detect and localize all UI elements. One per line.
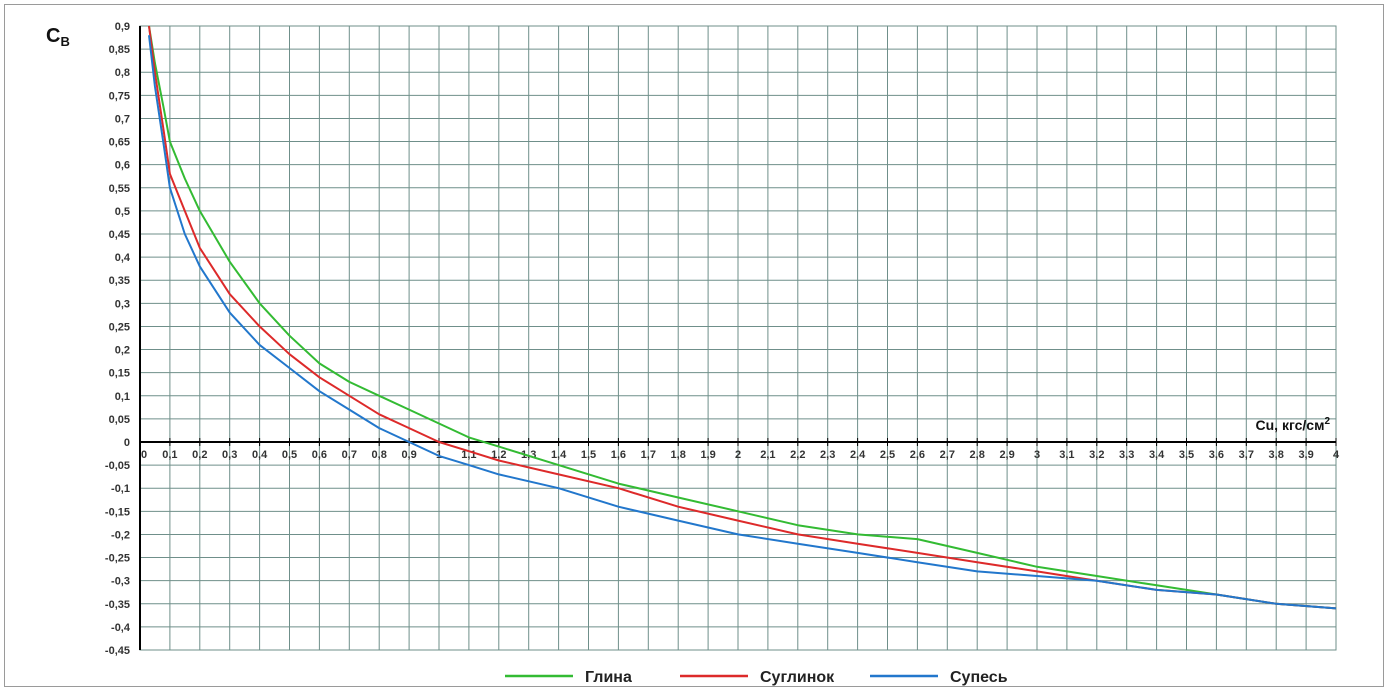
x-tick-label: 1,9 bbox=[700, 449, 715, 461]
x-tick-label: 2,3 bbox=[820, 449, 835, 461]
x-tick-label: 3,8 bbox=[1269, 449, 1284, 461]
y-tick-label: 0,75 bbox=[109, 90, 130, 102]
y-tick-label: 0,15 bbox=[109, 368, 130, 380]
y-tick-label: 0,9 bbox=[115, 21, 130, 33]
x-axis-label: Cu, кгс/см2 bbox=[1256, 416, 1331, 433]
x-tick-label: 1,8 bbox=[671, 449, 686, 461]
x-tick-label: 0,5 bbox=[282, 449, 297, 461]
y-axis-label-subscript: B bbox=[60, 34, 69, 49]
series-line bbox=[148, 25, 1337, 610]
legend-label: Глина bbox=[585, 669, 632, 686]
y-tick-label: 0,25 bbox=[109, 321, 130, 333]
y-tick-label: 0,85 bbox=[109, 44, 130, 56]
y-tick-label: -0,45 bbox=[105, 645, 130, 657]
x-tick-label: 3,4 bbox=[1149, 449, 1165, 461]
y-tick-label: 0,35 bbox=[109, 275, 130, 287]
y-tick-label: 0,1 bbox=[115, 391, 130, 403]
y-tick-label: 0,6 bbox=[115, 160, 130, 172]
x-tick-label: 1,4 bbox=[551, 449, 567, 461]
y-tick-labels: 0,9 0,85 0,8 0,75 0,7 0,65 0,6 0,55 0,5 0,45 0,4 0,… bbox=[105, 21, 131, 657]
x-tick-label: 3,2 bbox=[1089, 449, 1104, 461]
y-tick-label: 0,4 bbox=[115, 252, 131, 264]
y-tick-label: -0,35 bbox=[105, 599, 130, 611]
y-tick-label: -0,05 bbox=[105, 460, 130, 472]
x-tick-label: 0,8 bbox=[372, 449, 387, 461]
legend-label: Супесь bbox=[950, 669, 1008, 686]
x-tick-label: 0 bbox=[141, 449, 147, 461]
x-tick-label: 0,9 bbox=[401, 449, 416, 461]
x-tick-label: 3 bbox=[1034, 449, 1040, 461]
x-tick-label: 1,6 bbox=[611, 449, 626, 461]
x-tick-label: 0,4 bbox=[252, 449, 268, 461]
y-tick-label: -0,1 bbox=[111, 483, 130, 495]
x-tick-label: 0,2 bbox=[192, 449, 207, 461]
legend: Глина Суглинок Супесь bbox=[505, 669, 1008, 686]
y-axis-label-main: C bbox=[46, 25, 60, 47]
y-tick-label: 0,7 bbox=[115, 113, 130, 125]
x-tick-label: 0,6 bbox=[312, 449, 327, 461]
x-axis-label-superscript: 2 bbox=[1324, 416, 1330, 427]
y-tick-label: 0,8 bbox=[115, 67, 130, 79]
y-tick-label: 0,45 bbox=[109, 229, 130, 241]
x-tick-label: 2,6 bbox=[910, 449, 925, 461]
y-tick-label: -0,15 bbox=[105, 506, 130, 518]
x-axis-label-main: Cu, кгс/см bbox=[1256, 417, 1325, 433]
x-tick-label: 3,1 bbox=[1059, 449, 1074, 461]
x-tick-label: 2,1 bbox=[760, 449, 775, 461]
x-tick-label: 3,5 bbox=[1179, 449, 1194, 461]
x-tick-label: 2,4 bbox=[850, 449, 866, 461]
y-axis-label: CB bbox=[46, 25, 70, 49]
y-tick-label: -0,4 bbox=[111, 622, 131, 634]
chart-frame bbox=[4, 4, 1384, 687]
x-tick-label: 2,2 bbox=[790, 449, 805, 461]
series-line bbox=[148, 35, 1337, 610]
x-tick-label: 2,7 bbox=[940, 449, 955, 461]
x-tick-label: 1,2 bbox=[491, 449, 506, 461]
x-tick-label: 2 bbox=[735, 449, 741, 461]
y-tick-label: -0,25 bbox=[105, 553, 130, 565]
x-tick-label: 0,1 bbox=[162, 449, 177, 461]
x-tick-label: 4 bbox=[1333, 449, 1340, 461]
x-tick-label: 0,7 bbox=[342, 449, 357, 461]
y-tick-label: 0,05 bbox=[109, 414, 130, 426]
grid-lines bbox=[139, 25, 1337, 651]
x-tick-label: 3,9 bbox=[1298, 449, 1313, 461]
x-tick-label: 3,3 bbox=[1119, 449, 1134, 461]
y-tick-label: 0,5 bbox=[115, 206, 130, 218]
y-tick-label: 0,55 bbox=[109, 183, 130, 195]
y-tick-label: -0,3 bbox=[111, 576, 130, 588]
x-tick-label: 2,8 bbox=[970, 449, 985, 461]
x-tick-labels: 0 0,1 0,2 0,3 0,4 0,5 0,6 0,7 0,8 0,9 1 1,1 1,2 1,3 1,… bbox=[141, 449, 1340, 461]
legend-label: Суглинок bbox=[760, 669, 835, 686]
y-tick-label: -0,2 bbox=[111, 529, 130, 541]
axes bbox=[139, 26, 1337, 650]
series-lines bbox=[148, 25, 1337, 610]
x-tick-label: 2,9 bbox=[999, 449, 1014, 461]
x-tick-label: 3,7 bbox=[1239, 449, 1254, 461]
x-tick-label: 3,6 bbox=[1209, 449, 1224, 461]
y-tick-label: 0,3 bbox=[115, 298, 130, 310]
series-line bbox=[148, 25, 1337, 610]
y-tick-label: 0,2 bbox=[115, 345, 130, 357]
x-tick-label: 2,5 bbox=[880, 449, 895, 461]
y-tick-label: 0 bbox=[124, 437, 130, 449]
y-tick-label: 0,65 bbox=[109, 137, 130, 149]
x-tick-label: 1,7 bbox=[641, 449, 656, 461]
x-tick-label: 1,5 bbox=[581, 449, 596, 461]
x-tick-label: 0,3 bbox=[222, 449, 237, 461]
